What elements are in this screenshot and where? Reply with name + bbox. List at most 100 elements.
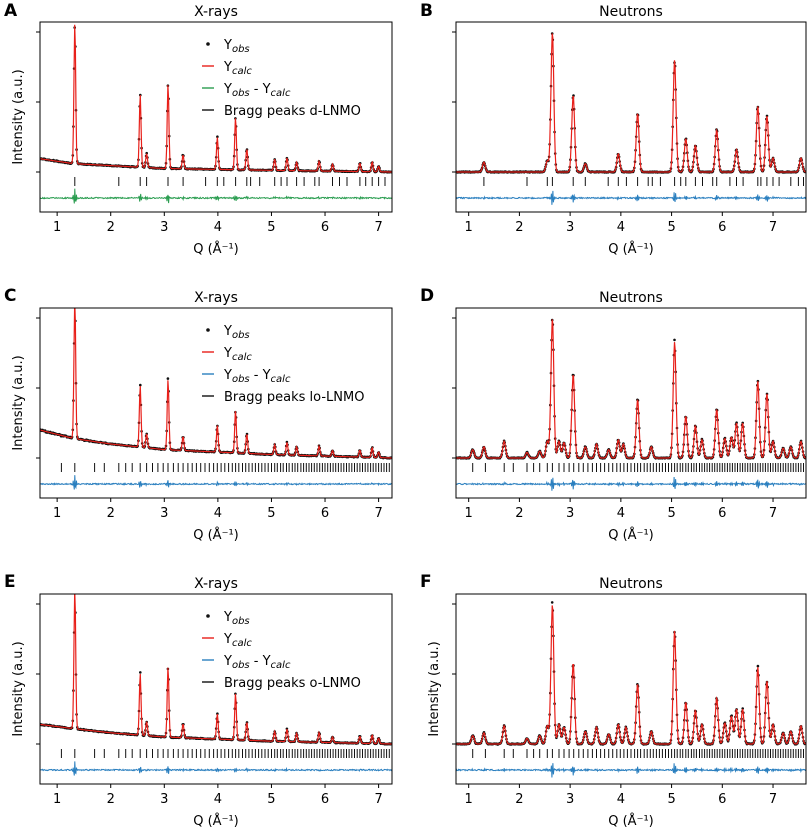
- x-tick-label: 4: [617, 792, 625, 807]
- series-ycalc: [40, 308, 392, 459]
- plot-area: [456, 32, 806, 205]
- x-tick-label: 7: [374, 506, 382, 521]
- panel-title: Neutrons: [599, 576, 663, 592]
- series-yobs: [40, 589, 392, 746]
- legend-entry: Bragg peaks o-LNMO: [202, 676, 361, 691]
- series-difference: [456, 190, 806, 205]
- x-axis-label: Q (Å⁻¹): [193, 241, 238, 257]
- x-tick-label: 3: [566, 792, 574, 807]
- x-tick-label: 5: [267, 792, 275, 807]
- series-yobs: [456, 318, 806, 460]
- x-tick-label: 5: [667, 506, 675, 521]
- legend-label: Yobs - Ycalc: [223, 368, 291, 385]
- x-tick-label: 1: [465, 506, 473, 521]
- x-tick-label: 6: [321, 506, 329, 521]
- legend-entry: Ycalc: [202, 632, 252, 649]
- series-bragg-ticks: [483, 177, 804, 186]
- yobs-point: [673, 338, 676, 342]
- plot-area: [456, 601, 806, 778]
- series-difference: [40, 188, 392, 204]
- x-tick-label: 2: [107, 220, 115, 235]
- yobs-point: [741, 707, 744, 710]
- legend-label: Yobs: [223, 38, 250, 55]
- plot-area: [456, 318, 806, 491]
- panel-title: Neutrons: [599, 290, 663, 306]
- yobs-point: [216, 135, 219, 138]
- series-bragg-ticks: [472, 749, 804, 758]
- x-tick-label: 6: [718, 506, 726, 521]
- y-axis-label: Intensity (a.u.): [427, 641, 442, 736]
- axes-frame: [39, 593, 393, 785]
- x-tick-label: 3: [160, 792, 168, 807]
- x-tick-label: 7: [769, 506, 777, 521]
- axes-frame: [455, 593, 807, 785]
- series-bragg-ticks: [472, 463, 804, 472]
- series-ycalc: [456, 319, 806, 459]
- panel-c: C X-rays 1 2 3 4 5 6 7 Q (Å⁻¹) Intensity (a.u.) Yob…: [4, 286, 393, 543]
- panel-letter: B: [420, 1, 433, 21]
- x-tick-label: 4: [214, 220, 222, 235]
- legend-entry: Yobs: [206, 38, 250, 55]
- series-yobs: [40, 301, 392, 460]
- series-ycalc: [456, 605, 806, 745]
- yobs-point: [139, 383, 142, 387]
- legend-label: Bragg peaks d-LNMO: [224, 104, 361, 119]
- x-axis-label: Q (Å⁻¹): [608, 241, 653, 257]
- legend: Yobs Ycalc Yobs - Ycalc Bragg peaks lo-LNMO: [202, 324, 364, 405]
- legend-label: Ycalc: [223, 60, 252, 77]
- yobs-point: [166, 377, 170, 380]
- series-difference: [40, 761, 392, 776]
- x-tick-label: 1: [53, 792, 61, 807]
- legend-label: Ycalc: [223, 346, 252, 363]
- yobs-point: [73, 301, 76, 304]
- legend-marker: [206, 42, 210, 46]
- legend-entry: Ycalc: [202, 60, 252, 77]
- x-tick-label: 4: [617, 220, 625, 235]
- panel-a: A X-rays 1 2 3 4 5 6 7 Q (Å⁻¹) Intensity (a.u.) Yob…: [4, 1, 393, 257]
- y-axis-label: Intensity (a.u.): [11, 69, 26, 164]
- series-yobs: [456, 601, 806, 746]
- panel-letter: C: [4, 286, 16, 306]
- yobs-point: [550, 601, 554, 604]
- panel-letter: E: [4, 572, 16, 592]
- yobs-point: [73, 589, 76, 592]
- panel-b: B Neutrons 1 2 3 4 5 6 7 Q (Å⁻¹): [420, 1, 807, 257]
- x-tick-label: 6: [321, 792, 329, 807]
- x-tick-label: 3: [566, 506, 574, 521]
- x-tick-label: 4: [214, 506, 222, 521]
- series-ycalc: [40, 594, 392, 745]
- x-tick-label: 7: [769, 792, 777, 807]
- y-axis-label: Intensity (a.u.): [11, 641, 26, 736]
- panel-e: E X-rays 1 2 3 4 5 6 7 Q (Å⁻¹) Intensity (a.u.) Yob…: [4, 572, 393, 829]
- x-tick-label: 3: [160, 220, 168, 235]
- x-tick-label: 4: [617, 506, 625, 521]
- yobs-point: [139, 671, 142, 674]
- axes-frame: [39, 307, 393, 499]
- series-difference: [456, 763, 806, 778]
- panel-d: D Neutrons 1 2 3 4 5 6 7 Q (Å⁻¹): [420, 286, 807, 543]
- legend-entry: Yobs - Ycalc: [202, 368, 291, 385]
- x-tick-label: 2: [107, 792, 115, 807]
- x-tick-label: 3: [160, 506, 168, 521]
- x-tick-label: 2: [515, 506, 523, 521]
- panel-f: F Neutrons 1 2 3 4 5 6 7 Q (Å⁻¹) Intensity (a.u.): [420, 572, 807, 829]
- series-yobs: [456, 32, 806, 174]
- x-tick-label: 7: [374, 792, 382, 807]
- legend-label: Yobs: [223, 610, 250, 627]
- x-axis-label: Q (Å⁻¹): [193, 527, 238, 543]
- x-tick-label: 5: [667, 792, 675, 807]
- plot-area: [40, 589, 392, 776]
- series-ycalc: [456, 33, 806, 173]
- series-difference: [40, 475, 392, 490]
- plot-area: [40, 24, 392, 204]
- plot-area: [40, 301, 392, 490]
- legend-label: Ycalc: [223, 632, 252, 649]
- panel-title: X-rays: [194, 576, 238, 592]
- panel-letter: D: [420, 286, 434, 306]
- legend-label: Bragg peaks o-LNMO: [224, 676, 361, 691]
- x-tick-label: 6: [718, 220, 726, 235]
- legend: Yobs Ycalc Yobs - Ycalc Bragg peaks o-LNMO: [202, 610, 361, 691]
- y-axis-label: Intensity (a.u.): [11, 355, 26, 450]
- panel-title: X-rays: [194, 4, 238, 20]
- x-tick-label: 2: [515, 792, 523, 807]
